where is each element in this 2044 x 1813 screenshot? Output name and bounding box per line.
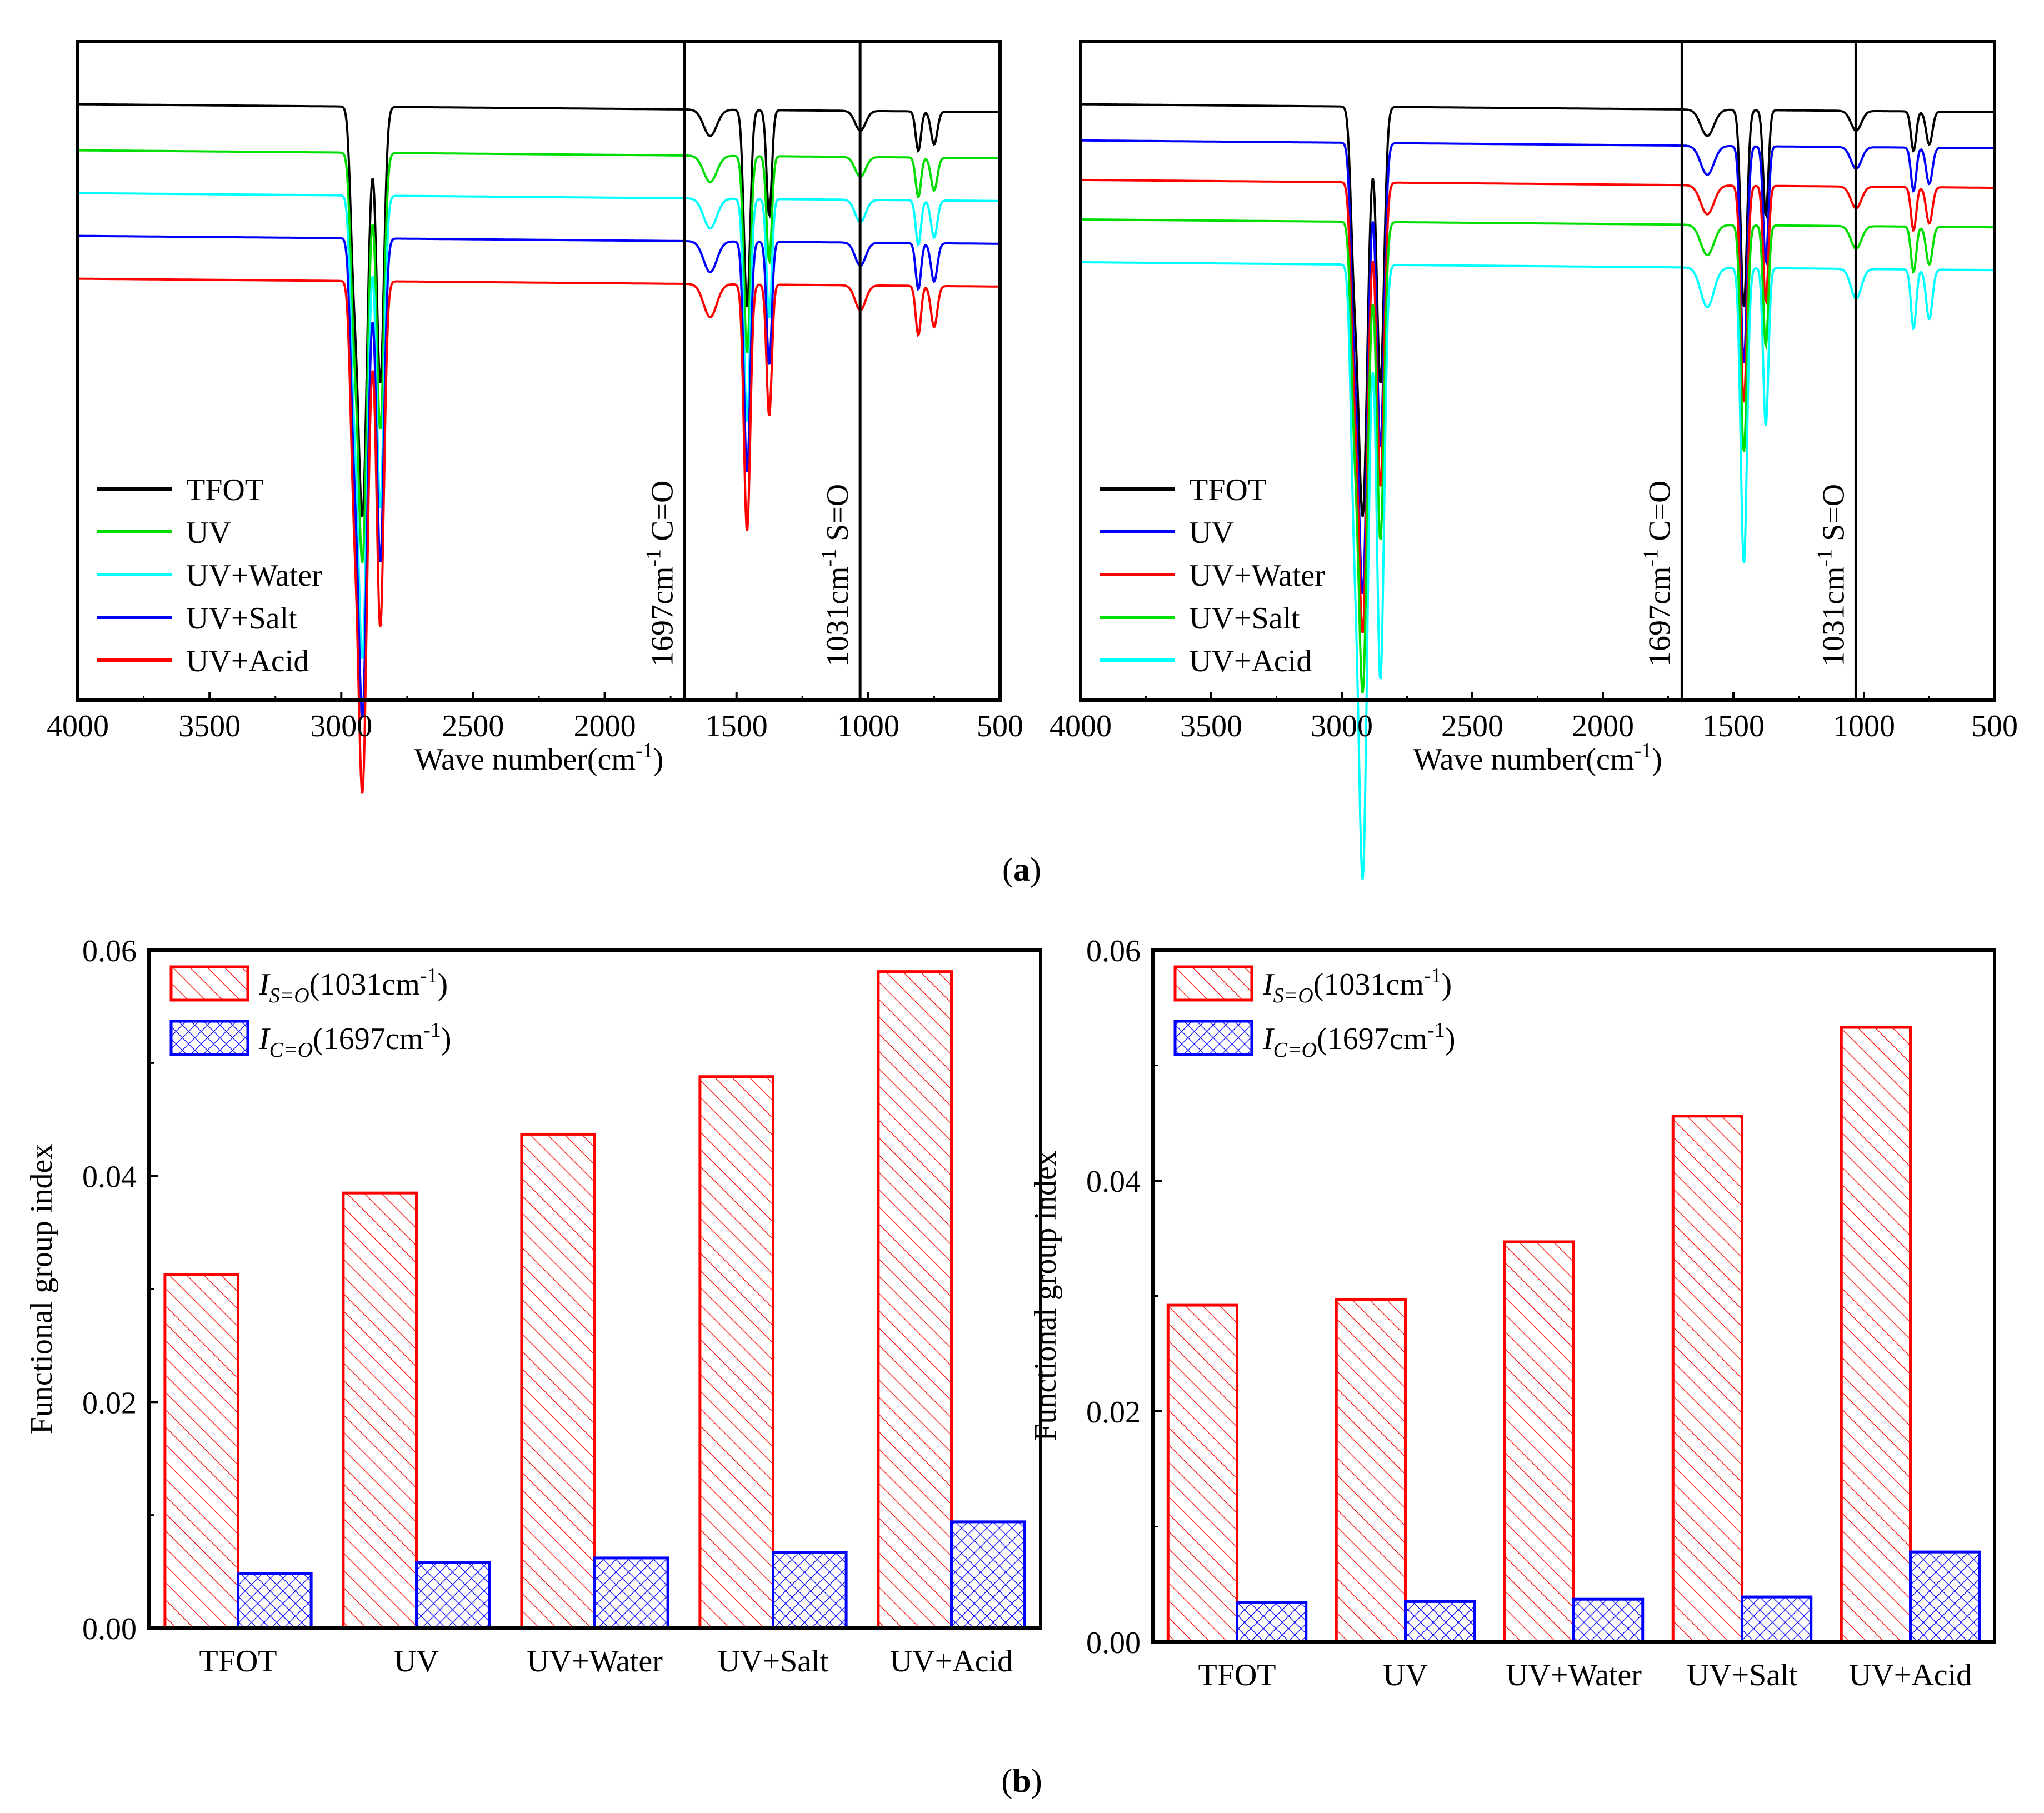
series-line-uv-water xyxy=(77,192,1000,659)
caption-a: (a) xyxy=(1002,851,1041,888)
legend-swatch xyxy=(1173,965,1253,1002)
x-tick-label: 1000 xyxy=(837,709,899,743)
bar-uv-water-c-o xyxy=(1572,1597,1645,1644)
reference-label-1031: 1031cm-1 S=O xyxy=(1813,484,1851,667)
series-line-uv-salt xyxy=(78,234,1000,718)
x-tick-label: 2500 xyxy=(1441,709,1503,743)
bar-uv-water-s-o xyxy=(1503,1240,1576,1644)
spectrum-panel-2: 1697cm-1 C=O 1031cm-1 S=O 4000 3500 3000 2500… xyxy=(1050,40,2018,880)
y-tick-label: 0.02 xyxy=(82,1386,137,1420)
bar-uv-c-o xyxy=(415,1561,491,1630)
bar-tfot-c-o xyxy=(237,1572,313,1630)
y-tick-label: 0.00 xyxy=(1086,1626,1141,1660)
series-line-uv-acid xyxy=(1081,261,1995,880)
legend-label: TFOT xyxy=(186,473,264,507)
x-tick-label: 1500 xyxy=(1702,709,1765,743)
bar-uv-salt-s-o xyxy=(698,1075,775,1630)
x-tick-label: 3500 xyxy=(178,709,241,743)
x-tick-label: UV+Salt xyxy=(1687,1658,1798,1692)
bar-tfot-s-o xyxy=(163,1273,240,1630)
y-tick-label: 0.06 xyxy=(1086,934,1141,968)
legend-label: IC=O(1697cm-1) xyxy=(1262,1018,1455,1062)
reference-label-1031: 1031cm-1 S=O xyxy=(817,484,855,667)
y-tick-label: 0.06 xyxy=(82,934,137,968)
legend-swatch xyxy=(169,965,249,1002)
series-line-tfot xyxy=(78,103,1000,517)
legend-swatch xyxy=(1173,1020,1253,1056)
legend-swatch xyxy=(169,1020,249,1056)
x-tick-label: UV+Acid xyxy=(890,1644,1013,1679)
legend-label: IC=O(1697cm-1) xyxy=(258,1018,451,1062)
bar-uv-salt-s-o xyxy=(1671,1115,1744,1644)
legend-label: UV+Acid xyxy=(186,644,309,678)
x-tick-label: UV+Salt xyxy=(718,1644,829,1679)
x-tick-label: UV+Acid xyxy=(1849,1658,1972,1692)
legend-label: UV xyxy=(186,516,231,550)
series-line-tfot xyxy=(1081,103,1995,517)
x-tick-label: 4000 xyxy=(47,709,109,743)
bar-uv-acid-c-o xyxy=(1909,1550,1981,1644)
bar-uv-c-o xyxy=(1404,1600,1476,1644)
x-tick-label: 3000 xyxy=(1311,709,1373,743)
x-tick-label: 3500 xyxy=(1180,709,1242,743)
legend-label: UV+Salt xyxy=(1189,601,1300,636)
legend-label: IS=O(1031cm-1) xyxy=(1262,964,1452,1007)
bar-uv-acid-s-o xyxy=(877,970,953,1630)
bar-uv-salt-c-o xyxy=(772,1551,848,1630)
bar-uv-s-o xyxy=(342,1191,418,1630)
bar-tfot-c-o xyxy=(1236,1601,1308,1644)
x-tick-label: 500 xyxy=(1971,709,2018,743)
bar-tfot-s-o xyxy=(1166,1303,1239,1644)
spectrum-panel-1: 1697cm-1 C=O 1031cm-1 S=O 4000 3500 3000 2500… xyxy=(47,40,1023,794)
bar-panel-3: TFOT UV UV+Water UV+Salt UV+Acid 0.00 0.02 0.04… xyxy=(24,934,1042,1679)
series-line-uv xyxy=(78,149,1000,563)
legend-label: UV xyxy=(1189,516,1234,550)
bar-uv-acid-s-o xyxy=(1840,1026,1912,1644)
legend-label: UV+Acid xyxy=(1189,644,1312,678)
y-tick-label: 0.04 xyxy=(1086,1165,1141,1199)
x-axis-label: Wave number(cm-1) xyxy=(1413,739,1662,777)
x-tick-label: 500 xyxy=(977,709,1023,743)
x-tick-label: UV+Water xyxy=(527,1644,663,1679)
x-tick-label: UV xyxy=(1383,1658,1428,1692)
series-line-uv xyxy=(1081,139,1995,594)
x-tick-label: TFOT xyxy=(1198,1658,1276,1692)
legend-label: TFOT xyxy=(1189,473,1267,507)
y-tick-label: 0.00 xyxy=(82,1612,137,1646)
y-tick-label: 0.04 xyxy=(82,1160,137,1195)
legend-label: UV+Water xyxy=(186,558,322,593)
series-line-uv-acid xyxy=(78,277,1000,794)
x-axis-label: Wave number(cm-1) xyxy=(414,739,664,777)
y-axis-label: Functional group index xyxy=(24,1144,59,1435)
x-tick-label: UV+Water xyxy=(1506,1658,1642,1692)
caption-b: (b) xyxy=(1001,1762,1042,1799)
x-tick-label: 4000 xyxy=(1050,709,1112,743)
x-tick-label: 1500 xyxy=(706,709,768,743)
bar-uv-s-o xyxy=(1335,1298,1407,1644)
x-tick-label: 2500 xyxy=(442,709,504,743)
legend-label: UV+Salt xyxy=(186,601,297,636)
bar-uv-acid-c-o xyxy=(950,1520,1026,1630)
x-tick-label: UV xyxy=(394,1644,439,1679)
reference-label-1697: 1697cm-1 C=O xyxy=(1639,481,1677,667)
x-tick-label: 2000 xyxy=(1572,709,1634,743)
y-tick-label: 0.02 xyxy=(1086,1395,1141,1430)
x-tick-label: 1000 xyxy=(1833,709,1895,743)
x-tick-label: TFOT xyxy=(199,1644,277,1679)
reference-label-1697: 1697cm-1 C=O xyxy=(642,481,679,667)
series-line-uv-water xyxy=(1080,178,1995,634)
bar-panel-4: TFOT UV UV+Water UV+Salt UV+Acid 0.00 0.02 0.04… xyxy=(1028,934,1996,1692)
legend-label: UV+Water xyxy=(1189,558,1325,593)
series-line-uv-salt xyxy=(1081,218,1995,694)
y-axis-label: Functional group index xyxy=(1028,1151,1063,1441)
bar-uv-salt-c-o xyxy=(1741,1595,1813,1644)
x-tick-label: 3000 xyxy=(310,709,372,743)
bar-uv-water-s-o xyxy=(520,1132,597,1630)
bar-uv-water-c-o xyxy=(593,1556,669,1630)
x-tick-label: 2000 xyxy=(574,709,636,743)
legend-label: IS=O(1031cm-1) xyxy=(258,964,448,1007)
